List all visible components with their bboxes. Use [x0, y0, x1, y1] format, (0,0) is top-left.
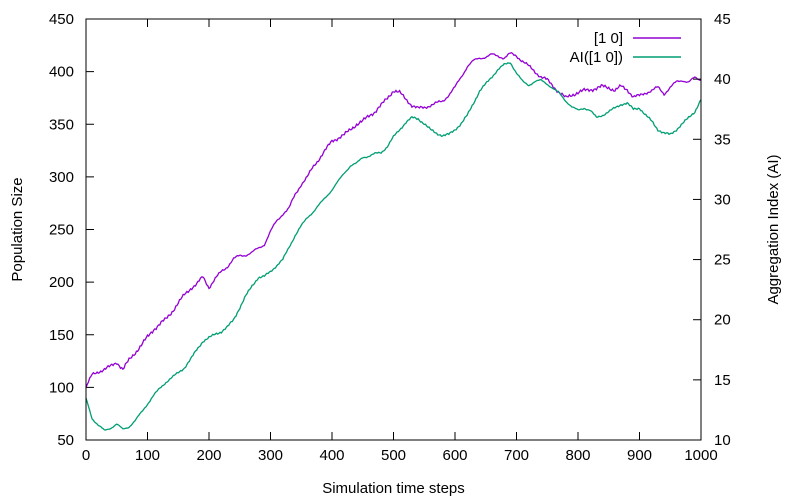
legend-label-1: AI([1 0]) [570, 49, 623, 66]
x-axis-label: Simulation time steps [322, 480, 465, 497]
x-tick-label: 300 [258, 447, 283, 464]
x-tick-label: 100 [135, 447, 160, 464]
y-tick-label: 150 [49, 327, 74, 344]
y2-tick-label: 45 [714, 11, 731, 28]
legend: [1 0] AI([1 0]) [570, 30, 681, 66]
x-tick-label: 800 [565, 447, 590, 464]
y2-axis-label: Aggregation Index (AI) [765, 154, 782, 304]
y2-tick-label: 15 [714, 372, 731, 389]
y2-tick-label: 40 [714, 71, 731, 88]
y-tick-label: 200 [49, 274, 74, 291]
ticks-layer: 0 100 200 300 400 500 600 700 800 900 1000 50 100 150… [49, 11, 731, 464]
x-tick-label: 500 [381, 447, 406, 464]
y2-tick-label: 25 [714, 252, 731, 269]
plot-frame [85, 18, 702, 441]
y-tick-label: 250 [49, 222, 74, 239]
x-tick-label: 600 [442, 447, 467, 464]
x-tick-label: 1000 [684, 447, 717, 464]
y2-tick-label: 10 [714, 432, 731, 449]
series-line-0 [85, 51, 702, 388]
x-tick-label: 400 [319, 447, 344, 464]
series-layer [85, 51, 702, 431]
y-tick-label: 50 [57, 432, 74, 449]
y-axis-label: Population Size [9, 177, 26, 281]
y2-tick-label: 35 [714, 131, 731, 148]
y2-tick-label: 30 [714, 191, 731, 208]
x-tick-label: 200 [196, 447, 221, 464]
x-tick-label: 900 [627, 447, 652, 464]
x-tick-label: 0 [82, 447, 90, 464]
legend-label-0: [1 0] [594, 30, 623, 47]
y2-tick-label: 20 [714, 312, 731, 329]
y-tick-label: 100 [49, 379, 74, 396]
y-tick-label: 350 [49, 116, 74, 133]
y-tick-label: 300 [49, 169, 74, 186]
y-tick-label: 450 [49, 11, 74, 28]
x-tick-label: 700 [504, 447, 529, 464]
y-tick-label: 400 [49, 64, 74, 81]
series-line-1 [85, 62, 702, 431]
